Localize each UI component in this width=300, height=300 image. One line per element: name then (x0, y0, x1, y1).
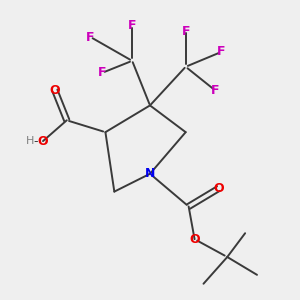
Text: F: F (217, 45, 226, 58)
Text: N: N (145, 167, 155, 180)
Text: O: O (38, 135, 48, 148)
Text: F: F (98, 66, 107, 79)
Text: O: O (189, 233, 200, 246)
Text: O: O (213, 182, 224, 195)
Text: F: F (182, 25, 190, 38)
Text: H: H (26, 136, 34, 146)
Text: F: F (128, 19, 136, 32)
Text: F: F (86, 31, 95, 44)
Text: O: O (50, 84, 60, 97)
Text: -: - (33, 135, 38, 148)
Text: F: F (211, 84, 220, 97)
